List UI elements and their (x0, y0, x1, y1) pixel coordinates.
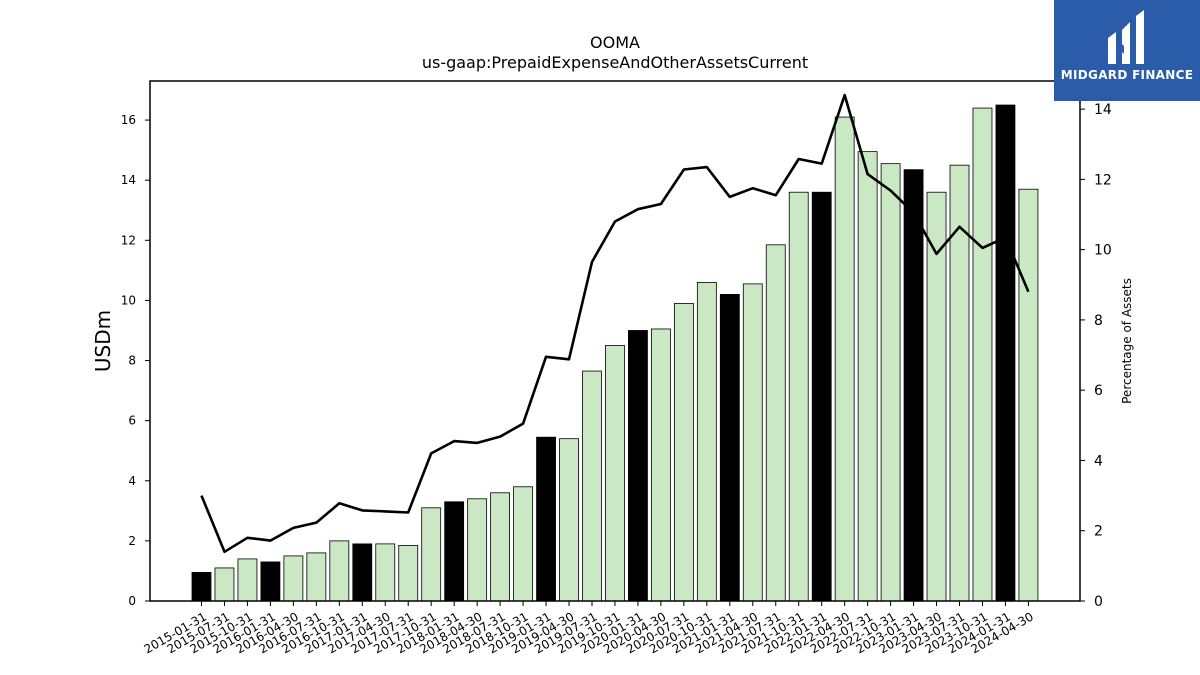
bar (949, 164, 970, 602)
y2-axis-label: Percentage of Assets (1120, 278, 1134, 404)
bar (444, 501, 465, 602)
bar (306, 552, 327, 602)
y-axis-label: USDm (91, 310, 115, 372)
bar (421, 507, 442, 602)
bar (1018, 188, 1039, 602)
line-layer (200, 93, 1030, 554)
y2-tick-label: 10 (1094, 243, 1112, 259)
y-tick-label: 0 (128, 594, 136, 608)
bar (719, 294, 740, 602)
y-tick-label: 14 (121, 173, 136, 187)
x-axis: 2015-01-312015-07-312015-10-312016-01-31… (142, 601, 1036, 656)
bar (696, 281, 717, 602)
bar (995, 104, 1016, 602)
bar (490, 492, 511, 602)
bar (283, 555, 304, 602)
bar (214, 567, 235, 602)
bar (651, 328, 671, 602)
bar (375, 543, 396, 602)
bar (260, 561, 281, 602)
y2-tick-label: 2 (1094, 524, 1103, 540)
midgard-logo-icon (1108, 10, 1144, 64)
bar (467, 498, 488, 602)
bar (513, 486, 533, 602)
bar (352, 543, 373, 602)
bar (329, 540, 350, 602)
bar (880, 163, 901, 602)
bar (582, 370, 602, 602)
bar-group (191, 104, 1039, 602)
bar (398, 544, 419, 602)
y2-tick-label: 14 (1094, 102, 1112, 118)
bar (605, 345, 625, 602)
y-tick-label: 4 (128, 474, 136, 488)
y2-tick-label: 0 (1094, 594, 1103, 610)
y-tick-label: 2 (128, 534, 136, 548)
bar (972, 107, 993, 602)
y-tick-label: 16 (121, 113, 136, 127)
bar (673, 303, 694, 602)
logo-text: MIDGARD FINANCE (1060, 68, 1194, 82)
bar (857, 151, 878, 602)
right-axis: 0 2 4 6 8 10 12 14 (1080, 102, 1112, 610)
logo-badge: MIDGARD FINANCE (1054, 0, 1200, 101)
bar (765, 244, 786, 602)
bar (742, 283, 763, 602)
y2-tick-label: 4 (1094, 453, 1103, 469)
left-axis: 0 2 4 6 8 10 12 14 16 (121, 113, 150, 608)
percentage-line (200, 93, 1030, 554)
bar (237, 558, 258, 602)
y2-tick-label: 8 (1094, 313, 1103, 329)
bar (628, 330, 648, 602)
bar (536, 436, 556, 602)
y2-tick-label: 12 (1094, 172, 1112, 188)
bar (191, 572, 212, 602)
bar (834, 116, 855, 602)
chart-subtitle: us-gaap:PrepaidExpenseAndOtherAssetsCurr… (422, 53, 808, 72)
y2-tick-label: 6 (1094, 383, 1103, 399)
y-tick-label: 12 (121, 233, 136, 247)
y-tick-label: 10 (121, 293, 136, 307)
bar (903, 169, 924, 602)
bar (559, 438, 579, 602)
y-tick-label: 6 (128, 414, 136, 428)
y-tick-label: 8 (128, 354, 136, 368)
bar (811, 191, 832, 602)
chart-title: OOMA (590, 33, 640, 52)
bar (788, 191, 809, 602)
